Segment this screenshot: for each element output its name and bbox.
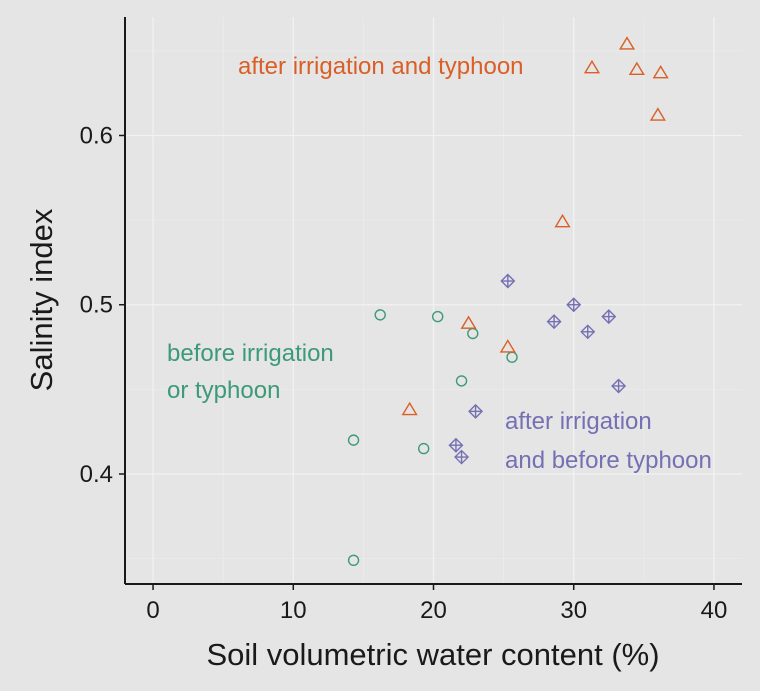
point-after_irrigation (601, 309, 617, 325)
point-after_both (649, 107, 666, 121)
data-points (347, 36, 669, 567)
point-after_both (401, 401, 418, 416)
point-after_irrigation (611, 378, 627, 394)
x-tick-label: 0 (146, 597, 159, 624)
point-before (347, 554, 360, 567)
label-after-irrigation-line-2: and before typhoon (505, 447, 712, 474)
point-before (455, 375, 468, 387)
x-tick-label: 30 (560, 597, 587, 624)
point-after_irrigation (454, 449, 470, 465)
label-after-both: after irrigation and typhoon (238, 53, 524, 80)
point-before (347, 434, 360, 446)
x-tick-label: 10 (280, 597, 307, 624)
point-after_irrigation (546, 314, 562, 330)
group-labels: after irrigation and typhoon before irri… (167, 53, 712, 474)
point-after_both (652, 64, 669, 79)
point-after_both (499, 339, 516, 353)
label-before: before irrigation or typhoon (167, 340, 340, 404)
point-after_irrigation (580, 324, 596, 340)
point-before (432, 310, 444, 323)
point-before (417, 442, 430, 455)
label-after-both-line-1: after irrigation and typhoon (238, 53, 524, 80)
x-axis-title: Soil volumetric water content (%) (206, 637, 659, 672)
point-after_both (628, 61, 645, 76)
point-after_both (460, 315, 477, 329)
point-after_irrigation (468, 403, 484, 419)
y-axis-title: Salinity index (24, 208, 59, 391)
x-ticks: 0 10 20 30 40 (146, 584, 727, 624)
x-tick-label: 20 (420, 597, 447, 624)
y-tick-label: 0.4 (80, 461, 113, 488)
point-after_both (583, 59, 601, 74)
point-after_irrigation (566, 297, 582, 313)
y-ticks: 0.4 0.5 0.6 (80, 122, 125, 488)
point-after_both (618, 36, 636, 50)
point-after_irrigation (500, 273, 516, 289)
point-after_irrigation (448, 437, 464, 453)
label-before-line-1: before irrigation (167, 340, 334, 367)
label-before-line-2: or typhoon (167, 377, 280, 404)
point-after_both (554, 213, 571, 228)
x-tick-label: 40 (701, 597, 728, 624)
y-tick-label: 0.5 (80, 292, 113, 319)
major-gridlines (125, 17, 742, 584)
label-after-irrigation-line-1: after irrigation (505, 408, 652, 435)
label-after-irrigation: after irrigation and before typhoon (505, 408, 712, 474)
point-before (374, 309, 386, 321)
y-tick-label: 0.6 (80, 122, 113, 149)
